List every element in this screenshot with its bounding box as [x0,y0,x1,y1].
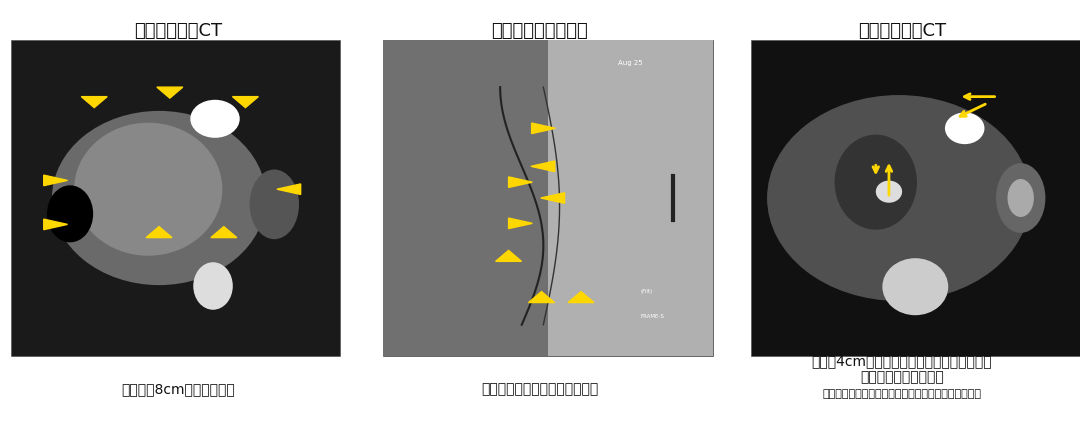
Text: 肝左葉に8cm大の肝細胞癌: 肝左葉に8cm大の肝細胞癌 [121,382,235,396]
Ellipse shape [882,258,948,315]
Polygon shape [496,250,522,261]
Polygon shape [509,218,532,229]
Ellipse shape [75,123,222,256]
Text: (Filt): (Filt) [640,289,652,294]
FancyBboxPatch shape [751,40,1080,356]
Ellipse shape [767,95,1030,301]
Polygon shape [232,97,258,108]
Text: 腫瘍の栄養血管を選択的に造影: 腫瘍の栄養血管を選択的に造影 [482,382,598,396]
FancyBboxPatch shape [383,40,713,356]
Polygon shape [531,123,555,134]
Polygon shape [568,292,594,303]
Ellipse shape [249,169,299,239]
Text: 肝動脈化学塞栓療法: 肝動脈化学塞栓療法 [491,22,589,40]
Ellipse shape [48,185,93,242]
Ellipse shape [835,135,917,230]
Polygon shape [43,175,67,186]
Text: （矢印：腫瘍に取り込まれた抗がん剤と油性造影剤）: （矢印：腫瘍に取り込まれた抗がん剤と油性造影剤） [822,389,982,399]
Ellipse shape [52,111,266,285]
Polygon shape [276,184,300,194]
Polygon shape [146,227,172,238]
FancyBboxPatch shape [548,40,713,356]
Polygon shape [81,97,107,108]
Text: FRAME-S: FRAME-S [640,315,664,319]
Ellipse shape [190,100,240,138]
Text: Aug 25: Aug 25 [618,60,643,66]
Polygon shape [211,227,237,238]
Text: 治療後　造影CT: 治療後 造影CT [858,22,946,40]
Ellipse shape [1008,179,1034,217]
Polygon shape [43,219,67,230]
Ellipse shape [876,180,902,203]
Ellipse shape [193,262,233,310]
Polygon shape [528,292,554,303]
Text: 囊胞様に変性している: 囊胞様に変性している [860,370,944,385]
Polygon shape [541,193,565,203]
Text: 腫瘍は4cm程度に縮小し、腫瘍の壊死に伴い: 腫瘍は4cm程度に縮小し、腫瘍の壊死に伴い [811,354,993,368]
Polygon shape [157,87,183,98]
FancyBboxPatch shape [11,40,340,356]
Ellipse shape [996,163,1045,233]
Ellipse shape [945,113,985,144]
FancyBboxPatch shape [383,40,548,356]
FancyBboxPatch shape [383,40,713,356]
Polygon shape [509,177,532,187]
Text: 治療前　造影CT: 治療前 造影CT [134,22,222,40]
Polygon shape [531,161,555,172]
